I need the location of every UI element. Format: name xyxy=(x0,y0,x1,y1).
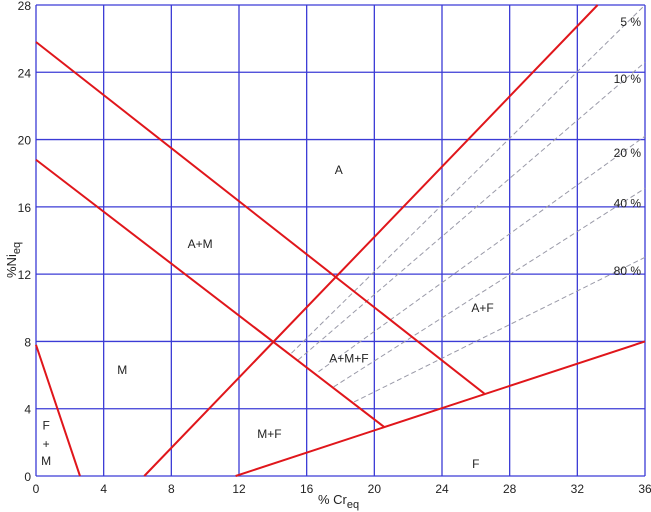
ferrite-label: 10 % xyxy=(614,72,642,86)
region-label: M xyxy=(41,454,51,468)
y-tick-label: 20 xyxy=(18,134,32,148)
phase-boundary-line xyxy=(35,41,485,395)
x-tick-label: 36 xyxy=(638,482,651,496)
region-label: A+M xyxy=(188,237,213,251)
region-label: F xyxy=(42,419,49,433)
region-label: A+M+F xyxy=(329,351,368,365)
y-tick-label: 16 xyxy=(18,201,32,215)
phase-boundary-line xyxy=(235,340,646,477)
x-tick-label: 4 xyxy=(100,482,107,496)
ferrite-line xyxy=(333,187,646,388)
region-label: A+F xyxy=(471,301,493,315)
region-label: M+F xyxy=(257,427,281,441)
phase-boundary-line xyxy=(35,158,386,429)
y-tick-label: 28 xyxy=(18,0,32,13)
x-tick-label: 28 xyxy=(503,482,517,496)
ferrite-lines xyxy=(291,4,646,403)
x-tick-labels: 0 4 8 12 16 20 24 28 32 36 xyxy=(33,482,651,496)
y-axis-label: %Nieq xyxy=(4,242,23,278)
ferrite-label: 5 % xyxy=(620,15,641,29)
region-label: A xyxy=(335,163,343,177)
phase-boundary-line xyxy=(143,4,599,477)
region-label: + xyxy=(43,437,50,451)
y-tick-label: 24 xyxy=(18,66,32,80)
y-tick-label: 0 xyxy=(24,470,31,484)
x-tick-label: 24 xyxy=(435,482,449,496)
ferrite-label: 20 % xyxy=(614,146,642,160)
x-tick-label: 20 xyxy=(368,482,382,496)
ferrite-label: 80 % xyxy=(614,264,642,278)
phase-boundary-line xyxy=(35,344,81,477)
y-tick-labels: 0 4 8 12 16 20 24 28 xyxy=(18,0,32,484)
grid xyxy=(35,4,646,477)
y-tick-label: 12 xyxy=(18,268,32,282)
boundary-lines xyxy=(35,4,646,477)
region-label: M xyxy=(117,363,127,377)
ferrite-line xyxy=(297,61,646,361)
x-tick-label: 0 xyxy=(33,482,40,496)
ferrite-line xyxy=(291,4,646,354)
y-tick-label: 4 xyxy=(24,403,31,417)
ferrite-labels: 5 % 10 % 20 % 40 % 80 % xyxy=(614,15,642,278)
ferrite-label: 40 % xyxy=(614,196,642,210)
ferrite-line xyxy=(318,135,646,373)
x-tick-label: 16 xyxy=(300,482,314,496)
region-labels: A A+M M F + M M+F A+M+F A+F F xyxy=(41,163,494,471)
x-axis-label: % Creq xyxy=(318,492,359,511)
ferrite-line xyxy=(353,256,646,403)
y-tick-label: 8 xyxy=(24,335,31,349)
region-label: F xyxy=(472,457,479,471)
x-tick-label: 8 xyxy=(168,482,175,496)
x-tick-label: 32 xyxy=(571,482,585,496)
x-tick-label: 12 xyxy=(232,482,246,496)
